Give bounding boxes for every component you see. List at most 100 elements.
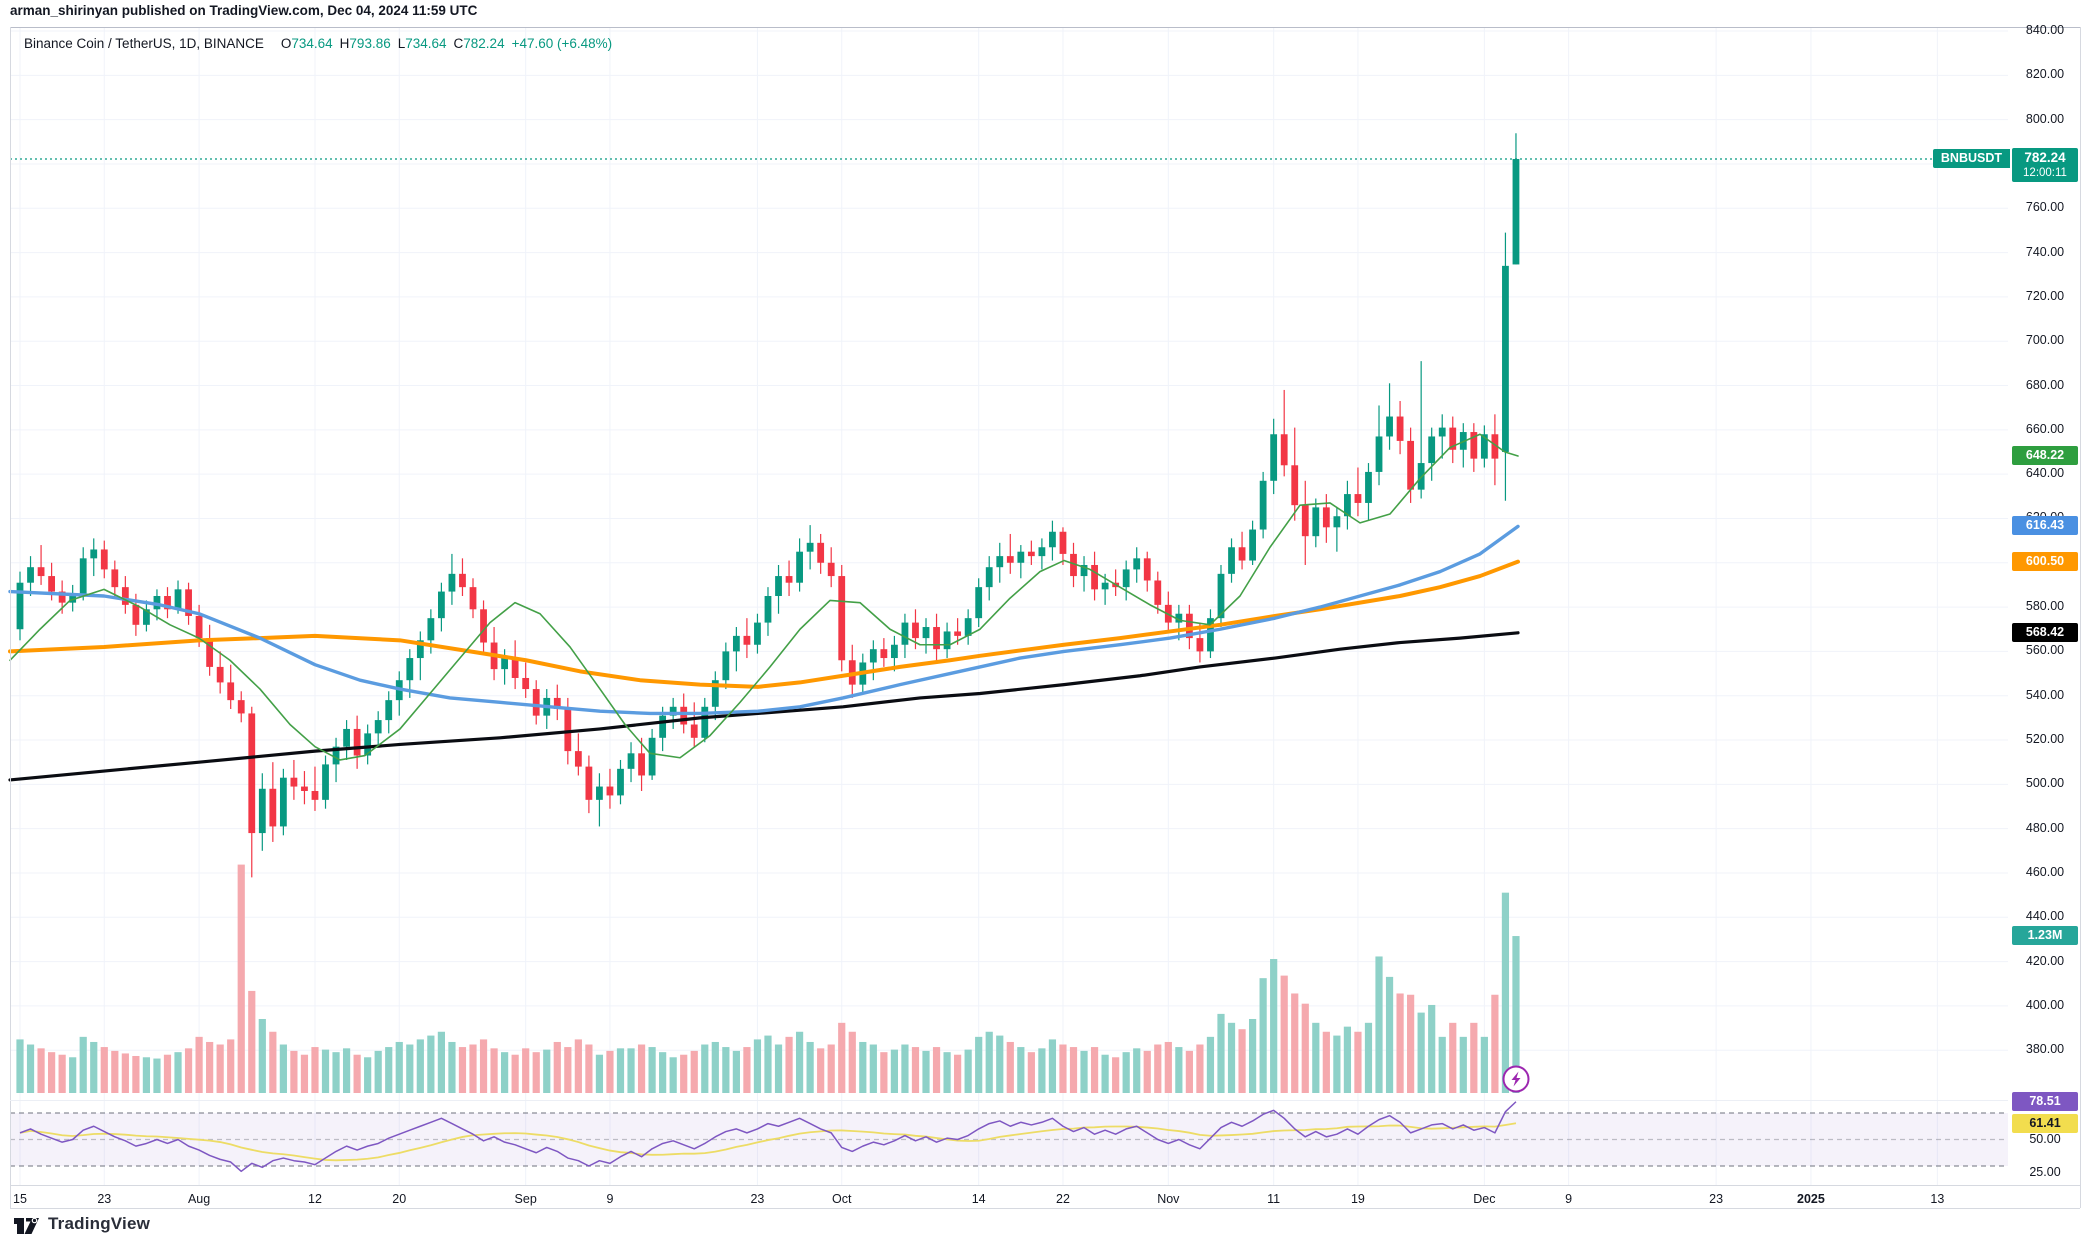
- volume-bar: [448, 1041, 456, 1093]
- volume-bar: [543, 1049, 551, 1093]
- volume-bar: [58, 1054, 66, 1093]
- candle-body: [891, 644, 898, 659]
- volume-bar: [637, 1044, 646, 1093]
- volume-bar: [1048, 1039, 1057, 1093]
- volume-bar: [1438, 1036, 1446, 1093]
- volume-bar: [237, 864, 245, 1093]
- candle-body: [448, 573, 456, 592]
- volume-bar: [111, 1050, 119, 1093]
- volume-bar: [943, 1052, 951, 1093]
- candle-body: [585, 766, 593, 800]
- volume-bar: [785, 1036, 793, 1093]
- candle-body: [743, 635, 751, 645]
- candle-body: [1502, 265, 1509, 452]
- volume-bar: [248, 990, 256, 1093]
- boost-icon[interactable]: [1502, 1065, 1530, 1093]
- candle-body: [185, 589, 192, 616]
- ohlc-close-label: C: [453, 36, 464, 51]
- chart-legend[interactable]: Binance Coin / TetherUS, 1D, BINANCE O734…: [24, 36, 612, 51]
- ma50-price-badge: 616.43: [2012, 516, 2078, 536]
- candle-body: [775, 576, 782, 597]
- candle-body: [1185, 613, 1193, 639]
- candle-body: [79, 558, 87, 594]
- rsi-axis-label: 50.00: [2029, 1131, 2061, 1146]
- candle-body: [690, 724, 698, 738]
- volume-bar: [1017, 1047, 1025, 1093]
- volume-bar: [1333, 1035, 1341, 1093]
- candle-body: [954, 631, 962, 636]
- candle-body: [237, 700, 245, 714]
- price-axis-label: 820.00: [2025, 67, 2065, 82]
- price-axis-label: 640.00: [2025, 466, 2065, 481]
- candle-body: [37, 567, 45, 577]
- time-axis-label: 19: [1350, 1192, 1365, 1206]
- volume-bar: [174, 1052, 182, 1093]
- time-axis-label: Aug: [187, 1192, 211, 1206]
- candle-body: [459, 573, 466, 588]
- volume-bar: [279, 1044, 287, 1093]
- ma200-line: [8, 631, 1520, 782]
- card-border-left: [10, 27, 11, 1208]
- candle-body: [16, 582, 24, 630]
- candle-body: [290, 777, 298, 787]
- candle-body: [964, 618, 972, 636]
- volume-bar: [1354, 1031, 1362, 1093]
- last-price-value: 782.24: [2024, 150, 2066, 165]
- candle-body: [69, 593, 77, 603]
- candle-body: [722, 651, 730, 681]
- volume-bar: [1480, 1036, 1488, 1093]
- price-axis-label: 580.00: [2025, 599, 2065, 614]
- volume-bar: [585, 1044, 593, 1093]
- volume-bar: [395, 1041, 403, 1093]
- volume-bar: [427, 1035, 435, 1093]
- candle-body: [1038, 547, 1046, 557]
- candle-body: [796, 551, 803, 583]
- price-axis-label: 720.00: [2025, 288, 2065, 303]
- last-price-badge: 782.24 12:00:11: [2012, 148, 2078, 182]
- candle-body: [1386, 416, 1393, 437]
- candle-body: [711, 680, 719, 707]
- volume-bar: [1312, 1022, 1320, 1093]
- tradingview-logo[interactable]: TradingView: [14, 1214, 150, 1234]
- volume-bar: [269, 1031, 277, 1093]
- ohlc-open-label: O: [280, 36, 292, 51]
- candle-body: [58, 591, 66, 603]
- volume-bar: [911, 1047, 920, 1093]
- candle-body: [90, 549, 98, 559]
- candle-body: [869, 649, 877, 663]
- rsi-band: [10, 1113, 2008, 1166]
- ohlc-high-value: 793.86: [349, 36, 391, 51]
- candle-body: [1396, 416, 1404, 441]
- volume-bar: [153, 1058, 161, 1093]
- volume-bar: [332, 1052, 340, 1093]
- candle-body: [1091, 564, 1098, 590]
- volume-bar: [1059, 1044, 1067, 1093]
- candle-body: [574, 751, 582, 767]
- candle-body: [764, 596, 772, 623]
- candle-body: [438, 591, 445, 619]
- volume-bar: [1512, 936, 1520, 1093]
- volume-bar: [406, 1044, 414, 1093]
- volume-bar: [753, 1039, 762, 1093]
- price-axis-label: 460.00: [2025, 864, 2065, 879]
- volume-bar: [342, 1048, 351, 1093]
- symbol-badge: BNBUSDT: [1932, 149, 2010, 168]
- time-axis-separator: [10, 1185, 2080, 1186]
- volume-bar: [511, 1054, 519, 1093]
- price-axis-label: 540.00: [2025, 687, 2065, 702]
- volume-bar: [385, 1047, 393, 1093]
- candle-body: [1438, 427, 1446, 437]
- volume-bar: [100, 1047, 108, 1093]
- ohlc-close-value: 782.24: [463, 36, 505, 51]
- candle-body: [248, 713, 256, 834]
- volume-bar: [1375, 956, 1383, 1093]
- candle-body: [353, 728, 361, 756]
- volume-bar: [1501, 892, 1510, 1093]
- volume-bar: [501, 1052, 509, 1093]
- volume-bar: [722, 1047, 730, 1093]
- price-axis-label: 700.00: [2025, 333, 2065, 348]
- candle-body: [1322, 507, 1330, 528]
- price-axis-label: 560.00: [2025, 643, 2065, 658]
- volume-bar: [648, 1047, 656, 1093]
